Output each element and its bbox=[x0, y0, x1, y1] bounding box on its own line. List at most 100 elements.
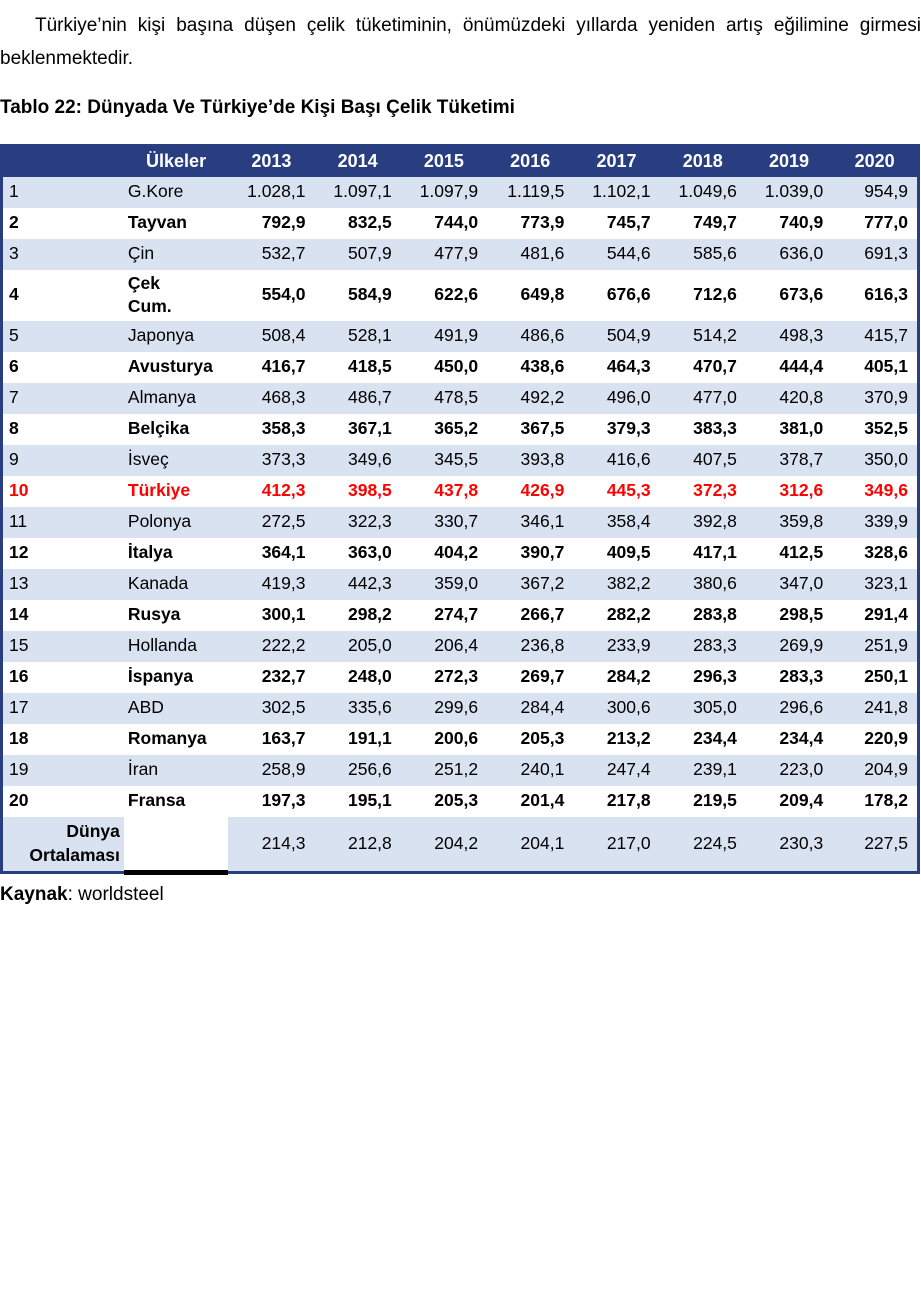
value-cell: 322,3 bbox=[314, 506, 401, 538]
value-cell: 205,3 bbox=[487, 723, 574, 755]
value-cell: 219,5 bbox=[659, 785, 746, 817]
value-cell: 330,7 bbox=[400, 506, 488, 538]
value-cell: 352,5 bbox=[832, 413, 919, 445]
document-page: Türkiye’nin kişi başına düşen çelik tüke… bbox=[0, 9, 921, 1292]
value-cell: 504,9 bbox=[573, 320, 660, 352]
value-cell: 622,6 bbox=[400, 269, 488, 321]
value-cell: 272,5 bbox=[228, 506, 315, 538]
value-cell: 358,4 bbox=[573, 506, 660, 538]
value-cell: 250,1 bbox=[832, 661, 919, 693]
world-average-empty-cell bbox=[123, 816, 229, 876]
value-cell: 283,8 bbox=[659, 599, 746, 631]
table-title: Tablo 22: Dünyada Ve Türkiye’de Kişi Baş… bbox=[0, 97, 515, 118]
value-cell: 217,8 bbox=[573, 785, 660, 817]
value-cell: 749,7 bbox=[659, 207, 746, 239]
value-cell: 491,9 bbox=[400, 320, 488, 352]
value-cell: 442,3 bbox=[314, 568, 401, 600]
country-cell: Belçika bbox=[123, 413, 229, 445]
value-cell: 284,2 bbox=[573, 661, 660, 693]
value-cell: 274,7 bbox=[400, 599, 488, 631]
rank-cell: 1 bbox=[1, 176, 124, 208]
value-cell: 378,7 bbox=[745, 444, 833, 476]
value-cell: 1.119,5 bbox=[487, 176, 574, 208]
value-cell: 407,5 bbox=[659, 444, 746, 476]
value-cell: 339,9 bbox=[832, 506, 919, 538]
rank-cell: 11 bbox=[1, 506, 124, 538]
value-cell: 398,5 bbox=[314, 475, 401, 507]
table-row: 11 Polonya 272,5 322,3 330,7 346,1 358,4 392,8 3… bbox=[1, 506, 919, 538]
value-cell: 241,8 bbox=[832, 692, 919, 724]
country-cell: Türkiye bbox=[123, 475, 229, 507]
value-cell: 380,6 bbox=[659, 568, 746, 600]
country-cell: Kanada bbox=[123, 568, 229, 600]
value-cell: 381,0 bbox=[745, 413, 833, 445]
country-cell: Romanya bbox=[123, 723, 229, 755]
value-cell: 269,9 bbox=[745, 630, 833, 662]
value-cell: 404,2 bbox=[400, 537, 488, 569]
country-cell: Çek Cum. bbox=[123, 269, 229, 321]
rank-cell: 15 bbox=[1, 630, 124, 662]
value-cell: 236,8 bbox=[487, 630, 574, 662]
value-cell: 239,1 bbox=[659, 754, 746, 786]
value-cell: 554,0 bbox=[228, 269, 315, 321]
value-cell: 296,6 bbox=[745, 692, 833, 724]
country-cell: İtalya bbox=[123, 537, 229, 569]
value-cell: 358,3 bbox=[228, 413, 315, 445]
value-cell: 256,6 bbox=[314, 754, 401, 786]
world-average-label-cell: Dünya Ortalaması bbox=[1, 816, 124, 873]
value-cell: 464,3 bbox=[573, 351, 660, 383]
rank-cell: 8 bbox=[1, 413, 124, 445]
value-cell: 350,0 bbox=[832, 444, 919, 476]
value-cell: 247,4 bbox=[573, 754, 660, 786]
rank-cell: 4 bbox=[1, 269, 124, 321]
header-year-cell: 2019 bbox=[745, 145, 833, 177]
value-cell: 205,0 bbox=[314, 630, 401, 662]
table-row: 15 Hollanda 222,2 205,0 206,4 236,8 233,9 283,3… bbox=[1, 630, 919, 662]
rank-cell: 6 bbox=[1, 351, 124, 383]
value-cell: 954,9 bbox=[832, 176, 919, 208]
value-cell: 832,5 bbox=[314, 207, 401, 239]
country-cell: Avusturya bbox=[123, 351, 229, 383]
value-cell: 258,9 bbox=[228, 754, 315, 786]
value-cell: 477,9 bbox=[400, 238, 488, 270]
value-cell: 373,3 bbox=[228, 444, 315, 476]
value-cell: 415,7 bbox=[832, 320, 919, 352]
value-cell: 282,2 bbox=[573, 599, 660, 631]
header-year-cell: 2018 bbox=[659, 145, 746, 177]
value-cell: 163,7 bbox=[228, 723, 315, 755]
source-value: : worldsteel bbox=[67, 884, 164, 906]
country-cell: İspanya bbox=[123, 661, 229, 693]
header-year-cell: 2020 bbox=[832, 145, 919, 177]
source-note: Kaynak: worldsteel bbox=[0, 883, 921, 907]
value-cell: 234,4 bbox=[659, 723, 746, 755]
table-row: 10 Türkiye 412,3 398,5 437,8 426,9 445,3 372,3 3… bbox=[1, 475, 919, 507]
country-cell: Almanya bbox=[123, 382, 229, 414]
value-cell: 1.049,6 bbox=[659, 176, 746, 208]
value-cell: 224,5 bbox=[659, 816, 746, 873]
country-cell: İran bbox=[123, 754, 229, 786]
rank-cell: 5 bbox=[1, 320, 124, 352]
value-cell: 251,9 bbox=[832, 630, 919, 662]
value-cell: 283,3 bbox=[659, 630, 746, 662]
value-cell: 220,9 bbox=[832, 723, 919, 755]
value-cell: 528,1 bbox=[314, 320, 401, 352]
value-cell: 412,5 bbox=[745, 537, 833, 569]
country-cell: Tayvan bbox=[123, 207, 229, 239]
value-cell: 195,1 bbox=[314, 785, 401, 817]
value-cell: 418,5 bbox=[314, 351, 401, 383]
table-row: 2 Tayvan 792,9 832,5 744,0 773,9 745,7 749,7 740… bbox=[1, 207, 919, 239]
value-cell: 269,7 bbox=[487, 661, 574, 693]
table-row: 17 ABD 302,5 335,6 299,6 284,4 300,6 305,0 296,6… bbox=[1, 692, 919, 724]
table-row: 6 Avusturya 416,7 418,5 450,0 438,6 464,3 470,7… bbox=[1, 351, 919, 383]
table-row: 16 İspanya 232,7 248,0 272,3 269,7 284,2 296,3 2… bbox=[1, 661, 919, 693]
country-cell: Çin bbox=[123, 238, 229, 270]
value-cell: 300,1 bbox=[228, 599, 315, 631]
rank-cell: 7 bbox=[1, 382, 124, 414]
value-cell: 204,1 bbox=[487, 816, 574, 873]
value-cell: 481,6 bbox=[487, 238, 574, 270]
value-cell: 532,7 bbox=[228, 238, 315, 270]
rank-cell: 10 bbox=[1, 475, 124, 507]
value-cell: 773,9 bbox=[487, 207, 574, 239]
value-cell: 367,2 bbox=[487, 568, 574, 600]
value-cell: 379,3 bbox=[573, 413, 660, 445]
